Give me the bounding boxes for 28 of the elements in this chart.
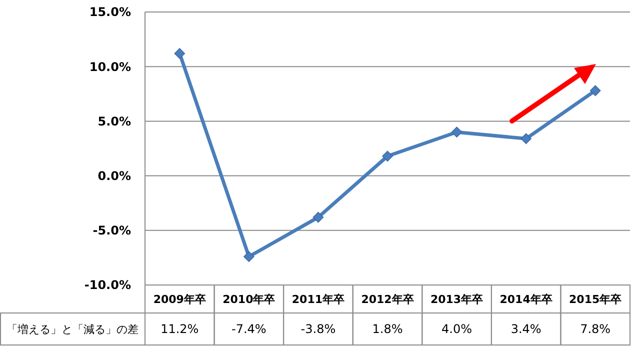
- x-tick-label: 2012年卒: [361, 292, 414, 306]
- point: [382, 150, 393, 162]
- data-label: 11.2%: [160, 322, 199, 336]
- point: [590, 85, 601, 96]
- y-tick-label: -10.0%: [84, 278, 131, 292]
- point: [244, 251, 254, 262]
- y-tick-label: 5.0%: [98, 114, 131, 128]
- data-label: -7.4%: [232, 322, 266, 336]
- x-tick-label: 2010年卒: [222, 292, 276, 306]
- x-tick-label: 2009年卒: [153, 292, 206, 306]
- x-tick-label: 2014年卒: [500, 292, 552, 306]
- point: [520, 133, 532, 144]
- data-label: -3.8%: [300, 322, 336, 336]
- data-label: 4.0%: [442, 322, 472, 336]
- x-tick-label: 2011年卒: [292, 292, 345, 306]
- point: [451, 126, 462, 138]
- x-tick-label: 2015年卒: [569, 292, 622, 306]
- y-tick-label: 0.0%: [98, 169, 131, 183]
- point: [174, 48, 186, 59]
- y-tick-label: 15.0%: [89, 5, 131, 20]
- data-label: 1.8%: [372, 322, 403, 336]
- y-tick-label: -5.0%: [92, 224, 131, 238]
- x-tick-label: 2013年卒: [430, 292, 484, 306]
- data-label: 3.4%: [510, 322, 542, 336]
- point: [312, 212, 324, 223]
- data-label: 7.8%: [580, 322, 611, 336]
- text: 「増える」と「減る」の差: [6, 322, 138, 336]
- y-tick-label: 10.0%: [89, 60, 131, 74]
